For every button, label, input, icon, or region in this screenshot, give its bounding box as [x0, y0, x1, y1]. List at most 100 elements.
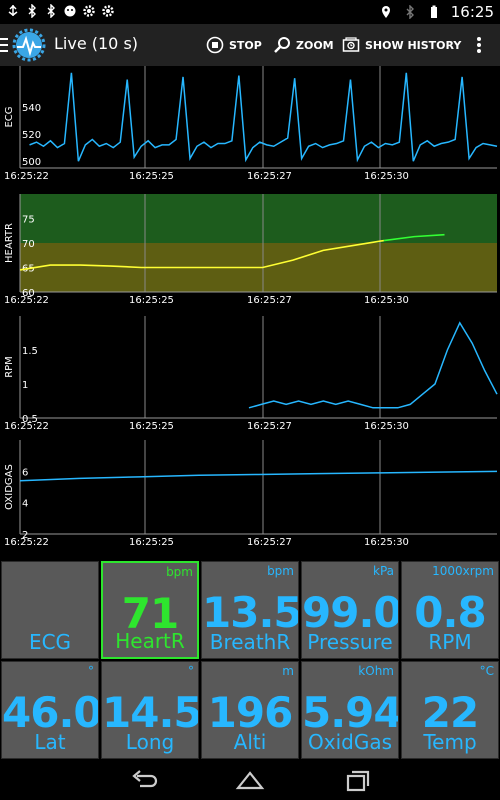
location-icon	[381, 6, 390, 18]
tile-label: Alti	[233, 730, 267, 754]
data-line	[248, 321, 498, 409]
tile-label: ECG	[28, 630, 72, 654]
y-tick-label: 4	[22, 499, 28, 510]
x-tick-label: 16:25:27	[247, 171, 292, 182]
x-tick-label: 16:25:22	[4, 171, 49, 182]
x-tick-label: 16:25:25	[129, 537, 174, 548]
tile-heartr[interactable]: bpm 71 HeartR	[101, 561, 199, 659]
tile-label: HeartR	[115, 629, 185, 653]
tile-unit: kPa	[373, 564, 394, 578]
y-tick-label: 2	[22, 530, 28, 541]
tile-alti[interactable]: m 196 Alti	[201, 661, 299, 759]
tile-label: Temp	[423, 730, 477, 754]
y-tick-label: 6	[22, 467, 28, 478]
x-tick-label: 16:25:22	[4, 421, 49, 432]
x-tick-label: 16:25:25	[129, 421, 174, 432]
bluetooth-icon	[28, 4, 36, 18]
tile-label: Long	[125, 730, 175, 754]
battery-icon	[430, 5, 437, 18]
gear-icon	[83, 5, 95, 17]
stop-button[interactable]: STOP	[206, 24, 262, 66]
zoom-button[interactable]: ZOOM	[273, 24, 334, 66]
show-history-label: SHOW HISTORY	[365, 38, 462, 52]
notification-icons	[6, 4, 115, 18]
x-tick-label: 16:25:30	[364, 421, 409, 432]
tile-label: RPM	[428, 630, 472, 654]
show-history-button[interactable]: SHOW HISTORY	[342, 24, 461, 66]
tile-temp[interactable]: °C 22 Temp	[401, 661, 499, 759]
tile-rpm[interactable]: 1000xrpm 0.8 RPM	[401, 561, 499, 659]
live-charts: 500 520 540 ECG 16:25:22 16:25:25 16:25:27 16:2…	[0, 66, 500, 560]
y-axis-label: OXIDGAS	[4, 464, 15, 510]
home-icon[interactable]	[234, 768, 266, 792]
tile-lat[interactable]: ° 46.0 Lat	[1, 661, 99, 759]
system-icons: 16:25	[379, 3, 494, 21]
x-tick-label: 16:25:22	[4, 295, 49, 306]
x-tick-label: 16:25:30	[364, 537, 409, 548]
y-tick-label: 0.5	[22, 414, 38, 425]
status-bar: 16:25	[0, 0, 500, 24]
y-tick-label: 540	[22, 103, 41, 114]
tile-breathr[interactable]: bpm 13.5 BreathR	[201, 561, 299, 659]
y-tick-label: 1.5	[22, 346, 38, 357]
tile-unit: °C	[479, 664, 494, 678]
tile-value: 99.0	[302, 588, 399, 637]
y-tick-label: 70	[22, 239, 35, 250]
data-line	[19, 239, 385, 271]
magnifier-icon	[274, 37, 290, 53]
navigation-bar	[0, 760, 500, 800]
y-axis-label: RPM	[4, 356, 15, 378]
y-tick-label: 1	[22, 380, 28, 391]
tile-unit: °	[88, 664, 94, 678]
charts-canvas[interactable]: 500 520 540 ECG 16:25:22 16:25:25 16:25:27 16:2…	[0, 66, 500, 560]
tile-long[interactable]: ° 14.5 Long	[101, 661, 199, 759]
y-axis-label: ECG	[4, 106, 15, 127]
zone-band-green	[20, 194, 497, 243]
x-tick-label: 16:25:27	[247, 295, 292, 306]
stop-label: STOP	[229, 38, 262, 52]
tile-unit: m	[282, 664, 294, 678]
x-tick-label: 16:25:27	[247, 537, 292, 548]
tile-oxidgas[interactable]: kOhm 5.94 OxidGas	[301, 661, 399, 759]
recent-apps-icon[interactable]	[340, 768, 372, 792]
tile-pressure[interactable]: kPa 99.0 Pressure	[301, 561, 399, 659]
tile-value: 0.8	[414, 588, 486, 637]
page-title: Live (10 s)	[54, 34, 139, 53]
tile-ecg[interactable]: ECG	[1, 561, 99, 659]
x-tick-label: 16:25:30	[364, 295, 409, 306]
overflow-menu-icon[interactable]	[476, 36, 482, 54]
tile-label: BreathR	[209, 630, 291, 654]
app-logo-icon[interactable]	[12, 28, 46, 62]
x-tick-label: 16:25:30	[364, 171, 409, 182]
tile-value: 22	[421, 688, 479, 737]
bluetooth-icon	[406, 5, 414, 19]
tile-label: Pressure	[307, 630, 393, 654]
android-icon	[64, 5, 76, 17]
tile-unit: bpm	[267, 564, 294, 578]
tile-unit: kOhm	[358, 664, 394, 678]
tile-unit: bpm	[166, 565, 193, 579]
tile-unit: 1000xrpm	[432, 564, 494, 578]
y-tick-label: 500	[22, 157, 41, 168]
y-axis-label: HEARTR	[4, 223, 15, 263]
tile-value: 13.5	[202, 588, 299, 637]
sensor-tiles: ECG bpm 71 HeartR bpm 13.5 BreathR kPa 99.0 Press…	[0, 561, 500, 760]
x-tick-label: 16:25:22	[4, 537, 49, 548]
back-icon[interactable]	[128, 768, 160, 792]
clock: 16:25	[450, 3, 494, 21]
tile-value: 196	[207, 688, 294, 737]
x-tick-label: 16:25:25	[129, 295, 174, 306]
action-bar: Live (10 s) STOP ZOOM SHOW HISTORY	[0, 24, 500, 66]
tile-value: 14.5	[102, 688, 199, 737]
x-tick-label: 16:25:25	[129, 171, 174, 182]
data-line	[383, 233, 445, 242]
stop-icon	[206, 36, 224, 54]
tile-unit: °	[188, 664, 194, 678]
x-tick-label: 16:25:27	[247, 421, 292, 432]
tile-label: Lat	[34, 730, 66, 754]
usb-icon	[8, 4, 18, 16]
history-icon	[342, 37, 360, 52]
data-line	[19, 470, 498, 482]
drawer-menu-icon[interactable]	[0, 36, 8, 54]
bluetooth-icon	[47, 4, 55, 18]
